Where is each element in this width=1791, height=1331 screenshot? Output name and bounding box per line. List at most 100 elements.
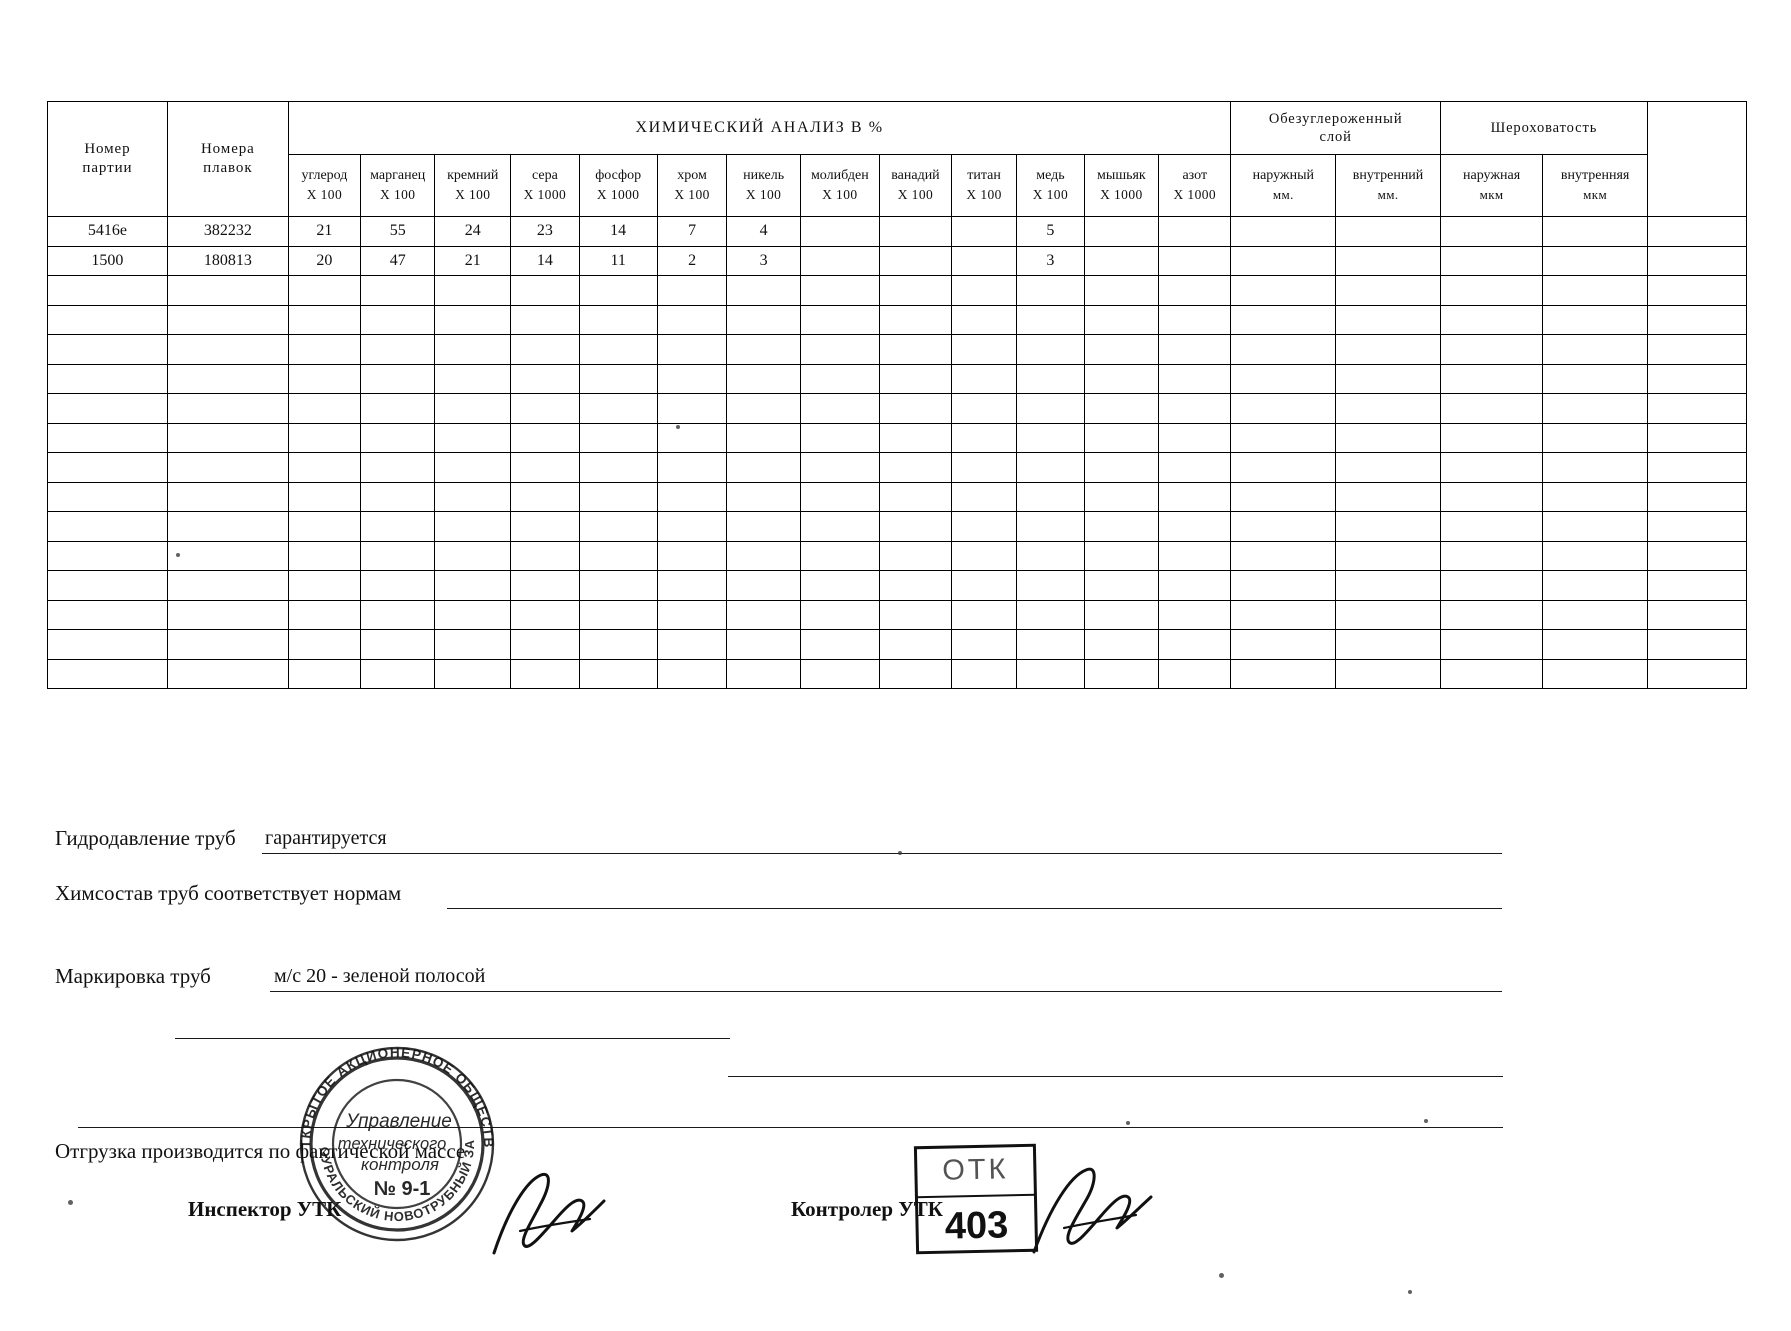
cell-heat-number: 180813 [166,245,289,276]
cell-титан [951,481,1018,512]
cell-марганец [359,422,436,453]
cell-roughness-outer [1439,540,1544,571]
cell-никель [726,540,801,571]
cell-кремний [434,658,512,689]
hydro-pressure-label: Гидродавление труб [55,826,236,850]
cell-roughness-inner [1542,570,1648,601]
cell-batch-number [47,334,168,365]
cell-heat-number [166,422,289,453]
header-element-carbon: углерод X 100 [287,154,361,217]
header-element-manganese: марганец X 100 [359,154,436,217]
scan-speck [1126,1121,1130,1125]
cell-азот [1158,304,1232,335]
cell-титан [951,275,1018,306]
shipment-note: Отгрузка производится по фактической мас… [55,1139,466,1163]
cell-ванадий [878,275,953,306]
header-decarb-outer: наружный мм. [1230,154,1337,217]
cell-decarb-inner [1335,452,1441,483]
scan-speck [676,425,680,429]
cell-heat-number: 382232 [166,216,289,247]
cell-сера [510,393,580,424]
cell-roughness-inner [1542,481,1648,512]
cell-сера [510,511,580,542]
cell-decarb-outer [1230,334,1337,365]
cell-extra [1646,452,1748,483]
cell-медь [1016,275,1085,306]
cell-extra [1646,334,1748,365]
cell-никель [726,393,801,424]
cell-roughness-inner [1542,599,1648,630]
cell-ванадий [878,658,953,689]
cell-кремний [434,363,512,394]
cell-хром [656,570,728,601]
cell-молибден [799,393,880,424]
cell-roughness-inner [1542,334,1648,365]
cell-хром [656,629,728,660]
cell-decarb-inner [1335,245,1441,276]
cell-decarb-inner [1335,363,1441,394]
header-element-nitrogen: азот X 1000 [1158,154,1232,217]
cell-азот [1158,422,1232,453]
table-head: Номер партии Номера плавок ХИМИЧЕСКИЙ АН… [47,101,1748,217]
cell-roughness-inner [1542,511,1648,542]
cell-марганец [359,658,436,689]
cell-batch-number [47,658,168,689]
cell-марганец: 47 [359,245,436,276]
cell-кремний [434,393,512,424]
cell-медь [1016,304,1085,335]
cell-decarb-outer [1230,363,1337,394]
marking-value: м/с 20 - зеленой полосой [274,965,486,987]
cell-decarb-outer [1230,422,1337,453]
cell-фосфор: 11 [578,245,658,276]
cell-roughness-outer [1439,658,1544,689]
cell-roughness-inner [1542,629,1648,660]
cell-кремний [434,511,512,542]
cell-никель [726,452,801,483]
cell-фосфор [578,452,658,483]
cell-heat-number [166,540,289,571]
cell-хром [656,452,728,483]
cell-roughness-outer [1439,245,1544,276]
cell-углерод: 21 [287,216,361,247]
cell-азот [1158,334,1232,365]
header-element-sulfur: сера X 1000 [510,154,580,217]
cell-мышьяк [1083,245,1160,276]
cell-decarb-inner [1335,422,1441,453]
cell-углерод [287,511,361,542]
cell-титан [951,629,1018,660]
cell-мышьяк [1083,334,1160,365]
cell-batch-number [47,481,168,512]
cell-медь [1016,422,1085,453]
cell-batch-number [47,422,168,453]
cell-roughness-inner [1542,304,1648,335]
cell-decarb-inner [1335,334,1441,365]
cell-азот [1158,245,1232,276]
cell-сера [510,304,580,335]
cell-сера [510,452,580,483]
cell-roughness-outer [1439,481,1544,512]
cell-никель [726,511,801,542]
cell-молибден [799,658,880,689]
cell-фосфор [578,481,658,512]
table-row [47,599,1748,630]
header-chemical-analysis: ХИМИЧЕСКИЙ АНАЛИЗ В % [287,101,1232,155]
cell-титан [951,570,1018,601]
blank-rule-2 [728,1076,1503,1077]
cell-сера [510,658,580,689]
cell-мышьяк [1083,511,1160,542]
cell-азот [1158,599,1232,630]
cell-хром [656,393,728,424]
cell-никель [726,629,801,660]
cell-титан [951,422,1018,453]
cell-марганец [359,570,436,601]
cell-азот [1158,570,1232,601]
cell-decarb-outer [1230,511,1337,542]
cell-медь [1016,511,1085,542]
cell-азот [1158,511,1232,542]
cell-extra [1646,658,1748,689]
cell-мышьяк [1083,422,1160,453]
cell-медь [1016,393,1085,424]
cell-никель [726,334,801,365]
cell-сера [510,540,580,571]
cell-ванадий [878,540,953,571]
